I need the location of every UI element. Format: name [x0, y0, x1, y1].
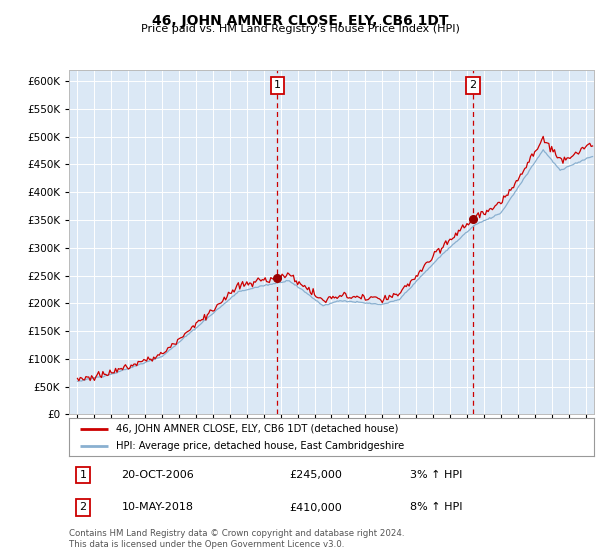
Text: Contains HM Land Registry data © Crown copyright and database right 2024.
This d: Contains HM Land Registry data © Crown c…: [69, 529, 404, 549]
Text: 2: 2: [470, 81, 476, 91]
Text: 46, JOHN AMNER CLOSE, ELY, CB6 1DT (detached house): 46, JOHN AMNER CLOSE, ELY, CB6 1DT (deta…: [116, 423, 398, 433]
Text: 8% ↑ HPI: 8% ↑ HPI: [410, 502, 463, 512]
Text: 46, JOHN AMNER CLOSE, ELY, CB6 1DT: 46, JOHN AMNER CLOSE, ELY, CB6 1DT: [152, 14, 448, 28]
Text: Price paid vs. HM Land Registry's House Price Index (HPI): Price paid vs. HM Land Registry's House …: [140, 24, 460, 34]
Text: 1: 1: [79, 470, 86, 480]
Text: 2: 2: [79, 502, 86, 512]
Text: 3% ↑ HPI: 3% ↑ HPI: [410, 470, 463, 480]
Text: £245,000: £245,000: [290, 470, 343, 480]
Text: 10-MAY-2018: 10-MAY-2018: [121, 502, 193, 512]
Text: £410,000: £410,000: [290, 502, 342, 512]
Text: HPI: Average price, detached house, East Cambridgeshire: HPI: Average price, detached house, East…: [116, 441, 404, 451]
Text: 20-OCT-2006: 20-OCT-2006: [121, 470, 194, 480]
Text: 1: 1: [274, 81, 281, 91]
